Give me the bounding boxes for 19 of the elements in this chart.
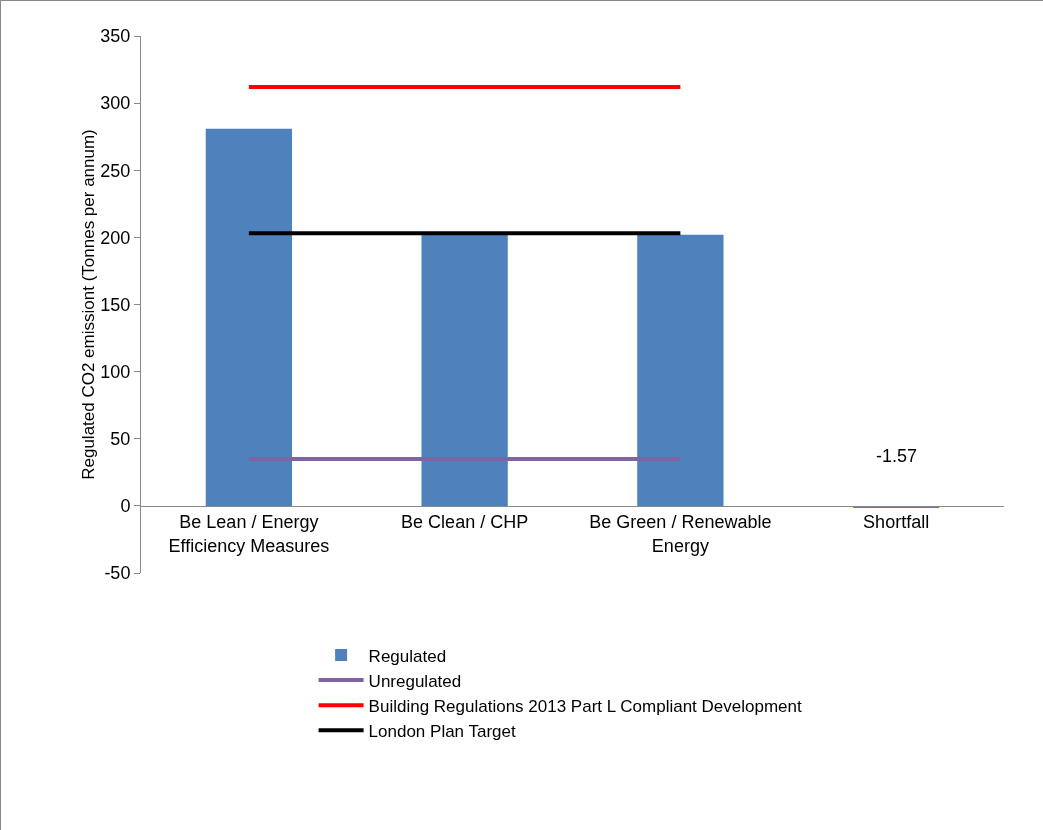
y-tick-label: 350 (100, 26, 131, 47)
x-tick-label: Be Lean / Energy Efficiency Measures (168, 512, 330, 556)
y-tick-label: 150 (100, 294, 131, 315)
y-tick-label: -50 (104, 563, 131, 584)
y-tick-label: 250 (100, 160, 131, 181)
y-tick-label: 0 (120, 496, 131, 517)
y-tick-label: 200 (100, 227, 131, 248)
y-tick-label: 300 (100, 93, 131, 114)
y-axis-title: Regulated CO2 emissiont (Tonnes per annum) (79, 129, 99, 480)
data-label: -1.57 (876, 446, 918, 466)
y-tick-label: 50 (110, 429, 131, 450)
x-tick-label: Be Green / Renewable Energy (589, 512, 772, 556)
x-tick-label: Be Clean / CHP (401, 512, 529, 533)
legend-label: Unregulated (368, 671, 462, 691)
legend-label: London Plan Target (368, 721, 517, 741)
y-tick-label: 100 (100, 361, 131, 382)
legend-label: Regulated (368, 646, 447, 666)
legend-label: Building Regulations 2013 Part L Compliant Development (368, 696, 802, 716)
x-tick-label: Shortfall (863, 512, 930, 533)
